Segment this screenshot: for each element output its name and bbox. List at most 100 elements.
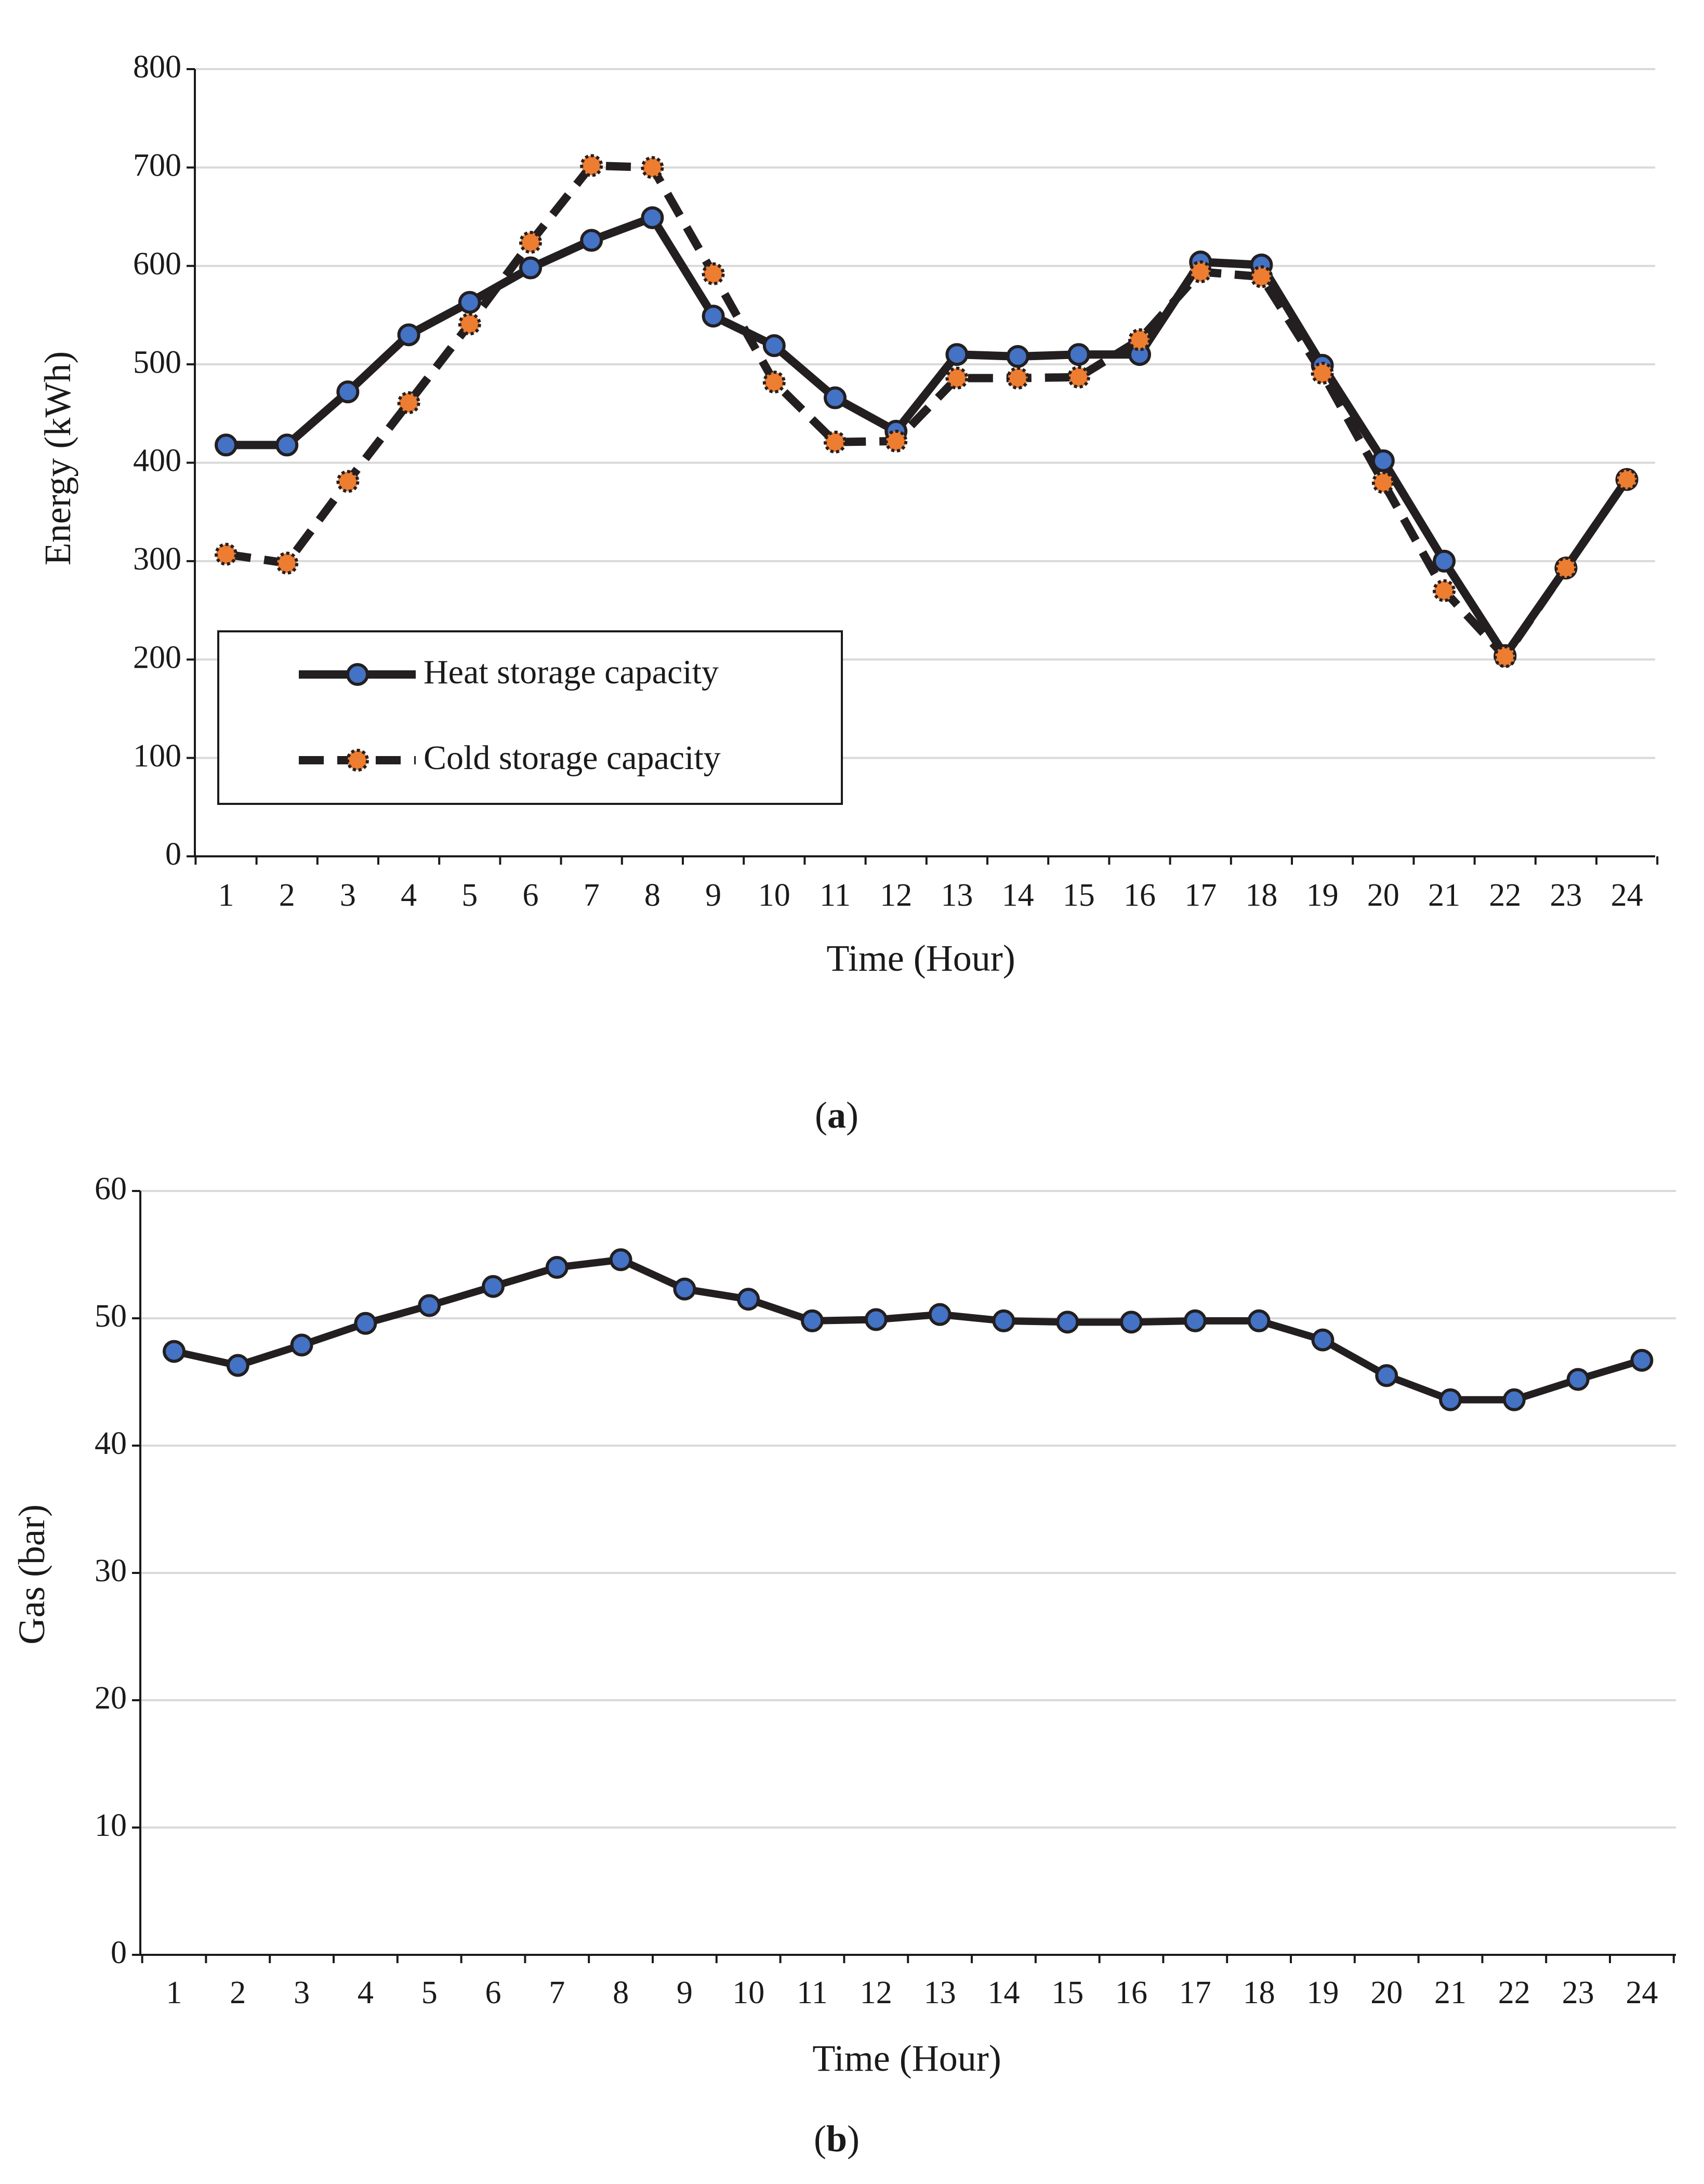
data-point-a-1-8 bbox=[641, 156, 664, 179]
data-point-b-0-19 bbox=[1311, 1328, 1335, 1352]
data-point-a-0-6 bbox=[519, 256, 542, 280]
x-tick-label-a: 9 bbox=[705, 878, 721, 913]
y-tick-labels-a: 0 100 200 300 400 500 600 700 800 bbox=[133, 49, 181, 872]
y-tick-label-b: 20 bbox=[95, 1680, 127, 1716]
y-axis-title-b: Gas (bar) bbox=[11, 1504, 52, 1645]
data-point-a-0-8 bbox=[641, 206, 664, 229]
x-tick-label-a: 17 bbox=[1184, 878, 1217, 913]
x-tick-label-b: 15 bbox=[1051, 1975, 1084, 2010]
data-point-a-1-10 bbox=[762, 370, 786, 394]
x-tick-label-a: 23 bbox=[1550, 878, 1582, 913]
x-tick-label-b: 7 bbox=[549, 1975, 565, 2010]
data-point-a-1-11 bbox=[824, 430, 847, 454]
data-point-a-0-9 bbox=[702, 305, 725, 328]
y-tick-label-a: 700 bbox=[133, 148, 181, 183]
data-point-a-0-13 bbox=[945, 343, 969, 366]
data-point-b-0-3 bbox=[290, 1333, 313, 1357]
y-tick-label-a: 100 bbox=[133, 738, 181, 774]
data-point-b-0-18 bbox=[1247, 1309, 1271, 1332]
data-point-b-0-13 bbox=[928, 1303, 952, 1326]
data-point-a-0-15 bbox=[1067, 343, 1090, 366]
x-tick-label-a: 8 bbox=[644, 878, 661, 913]
x-tick-label-b: 3 bbox=[294, 1975, 310, 2010]
x-tick-label-b: 24 bbox=[1626, 1975, 1658, 2010]
data-point-b-0-9 bbox=[673, 1277, 696, 1301]
data-point-b-0-24 bbox=[1630, 1348, 1654, 1372]
x-tick-label-b: 1 bbox=[166, 1975, 182, 2010]
y-tick-label-b: 40 bbox=[95, 1426, 127, 1461]
x-tick-label-b: 10 bbox=[732, 1975, 764, 2010]
data-point-a-0-7 bbox=[580, 229, 603, 252]
legend-frame bbox=[217, 630, 843, 805]
data-point-a-1-18 bbox=[1250, 265, 1273, 288]
y-tick-label-b: 50 bbox=[95, 1299, 127, 1334]
x-tick-label-a: 24 bbox=[1611, 878, 1643, 913]
data-point-a-1-9 bbox=[702, 262, 725, 285]
data-point-a-0-5 bbox=[458, 290, 481, 314]
data-point-b-0-1 bbox=[163, 1340, 186, 1363]
legend: Heat storage capacity Cold storage capac… bbox=[217, 630, 843, 805]
y-tick-label-a: 200 bbox=[133, 640, 181, 675]
y-tick-labels-b: 0 10 20 30 40 50 60 bbox=[95, 1171, 127, 1970]
data-point-a-1-2 bbox=[275, 551, 299, 575]
y-tick-label-a: 800 bbox=[133, 49, 181, 85]
series-line-a-1 bbox=[225, 161, 1631, 661]
y-tick-label-b: 0 bbox=[111, 1935, 127, 1970]
x-tick-label-a: 18 bbox=[1245, 878, 1277, 913]
data-point-a-0-3 bbox=[336, 380, 360, 404]
data-point-b-0-14 bbox=[992, 1309, 1015, 1332]
data-point-a-1-13 bbox=[945, 366, 969, 390]
x-tick-label-a: 1 bbox=[218, 878, 234, 913]
x-tick-label-b: 6 bbox=[485, 1975, 501, 2010]
series-line-a-0 bbox=[226, 213, 1631, 660]
data-point-a-1-20 bbox=[1371, 471, 1395, 494]
data-point-b-0-22 bbox=[1502, 1388, 1526, 1411]
legend-label-cold: Cold storage capacity bbox=[424, 739, 721, 777]
data-point-a-1-3 bbox=[336, 470, 360, 493]
data-point-a-1-6 bbox=[519, 231, 542, 254]
data-point-a-0-14 bbox=[1006, 345, 1029, 368]
series-group-b bbox=[163, 1248, 1654, 1411]
gridlines-b bbox=[132, 1190, 1676, 1963]
x-axis-title-a: Time (Hour) bbox=[826, 937, 1015, 979]
x-tick-label-a: 22 bbox=[1489, 878, 1521, 913]
x-tick-label-a: 19 bbox=[1306, 878, 1339, 913]
data-point-b-0-23 bbox=[1566, 1368, 1590, 1391]
x-tick-label-a: 20 bbox=[1367, 878, 1399, 913]
data-point-b-0-17 bbox=[1183, 1309, 1207, 1332]
x-tick-label-b: 19 bbox=[1306, 1975, 1339, 2010]
x-tick-label-b: 18 bbox=[1243, 1975, 1275, 2010]
x-tick-label-b: 11 bbox=[797, 1975, 828, 2010]
y-tick-label-a: 500 bbox=[133, 345, 181, 380]
x-tick-labels-b: 1 2 3 4 5 6 7 8 9 10 11 12 13 14 15 16 17 18 19 20 21 22 23 24 bbox=[166, 1975, 1658, 2010]
data-point-b-0-6 bbox=[482, 1275, 505, 1298]
x-axis-title-b: Time (Hour) bbox=[812, 2037, 1001, 2079]
y-tick-label-a: 600 bbox=[133, 246, 181, 282]
x-tick-label-b: 14 bbox=[987, 1975, 1020, 2010]
x-tick-label-b: 9 bbox=[677, 1975, 693, 2010]
data-point-a-0-2 bbox=[275, 433, 299, 457]
legend-label-heat: Heat storage capacity bbox=[424, 653, 719, 691]
x-tick-label-b: 13 bbox=[924, 1975, 956, 2010]
x-tick-label-b: 20 bbox=[1370, 1975, 1403, 2010]
x-tick-label-b: 8 bbox=[613, 1975, 629, 2010]
data-point-a-1-15 bbox=[1067, 365, 1090, 389]
panel-label-b: (b) bbox=[814, 2118, 860, 2160]
x-tick-label-a: 11 bbox=[820, 878, 851, 913]
data-point-a-0-10 bbox=[762, 334, 786, 358]
x-tick-label-a: 13 bbox=[941, 878, 973, 913]
x-tick-label-b: 2 bbox=[230, 1975, 246, 2010]
data-point-b-0-15 bbox=[1056, 1311, 1079, 1334]
data-point-a-1-1 bbox=[215, 542, 237, 566]
data-point-a-1-16 bbox=[1128, 328, 1151, 351]
y-tick-label-a: 400 bbox=[133, 443, 181, 479]
data-point-b-0-7 bbox=[545, 1256, 569, 1279]
series-line-b-0 bbox=[173, 1256, 1643, 1404]
data-point-a-1-17 bbox=[1189, 260, 1212, 284]
x-tick-label-b: 16 bbox=[1115, 1975, 1147, 2010]
legend-marker-cold bbox=[346, 749, 369, 772]
data-point-a-1-21 bbox=[1433, 579, 1456, 602]
x-tick-label-b: 4 bbox=[358, 1975, 374, 2010]
